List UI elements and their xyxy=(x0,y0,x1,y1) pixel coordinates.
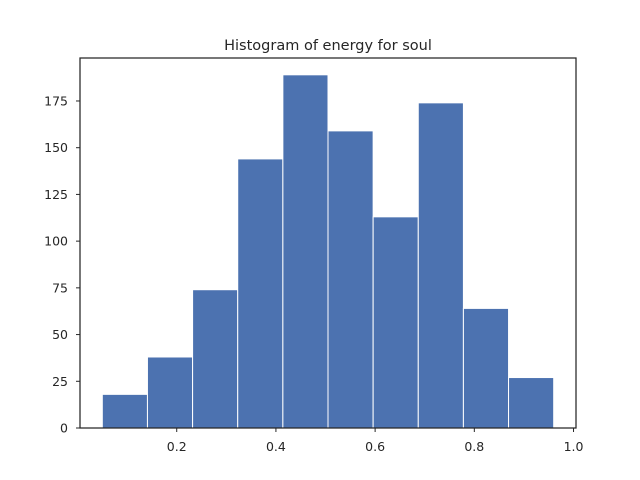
histogram-bar xyxy=(327,130,374,429)
plot-frame xyxy=(79,57,577,429)
bars-group xyxy=(101,74,555,429)
y-tick-label: 100 xyxy=(44,234,68,249)
y-tick-label: 175 xyxy=(44,93,68,108)
x-axis: 0.2 0.4 0.6 0.8 1.0 xyxy=(167,428,584,454)
y-tick-label: 50 xyxy=(52,327,68,342)
histogram-bar xyxy=(146,356,194,429)
histogram-bar xyxy=(282,74,329,429)
histogram-bar xyxy=(462,307,510,429)
x-tick-label: 0.2 xyxy=(167,439,187,454)
histogram-bar xyxy=(508,377,555,429)
chart-title: Histogram of energy for soul xyxy=(224,38,432,54)
y-tick-label: 75 xyxy=(52,280,68,295)
histogram-bar xyxy=(417,102,464,429)
histogram-bar xyxy=(192,289,239,429)
histogram-bar xyxy=(101,393,148,429)
y-axis: 0 25 50 75 100 125 150 175 xyxy=(44,93,80,436)
y-tick-label: 25 xyxy=(52,374,68,389)
x-tick-label: 0.4 xyxy=(266,439,286,454)
y-tick-label: 150 xyxy=(44,140,68,155)
x-tick-label: 1.0 xyxy=(564,439,584,454)
histogram-bar xyxy=(372,216,419,429)
x-tick-label: 0.6 xyxy=(365,439,385,454)
y-tick-label: 0 xyxy=(60,421,68,436)
x-tick-label: 0.8 xyxy=(464,439,484,454)
histogram-bar xyxy=(237,158,284,429)
y-tick-label: 125 xyxy=(44,187,68,202)
